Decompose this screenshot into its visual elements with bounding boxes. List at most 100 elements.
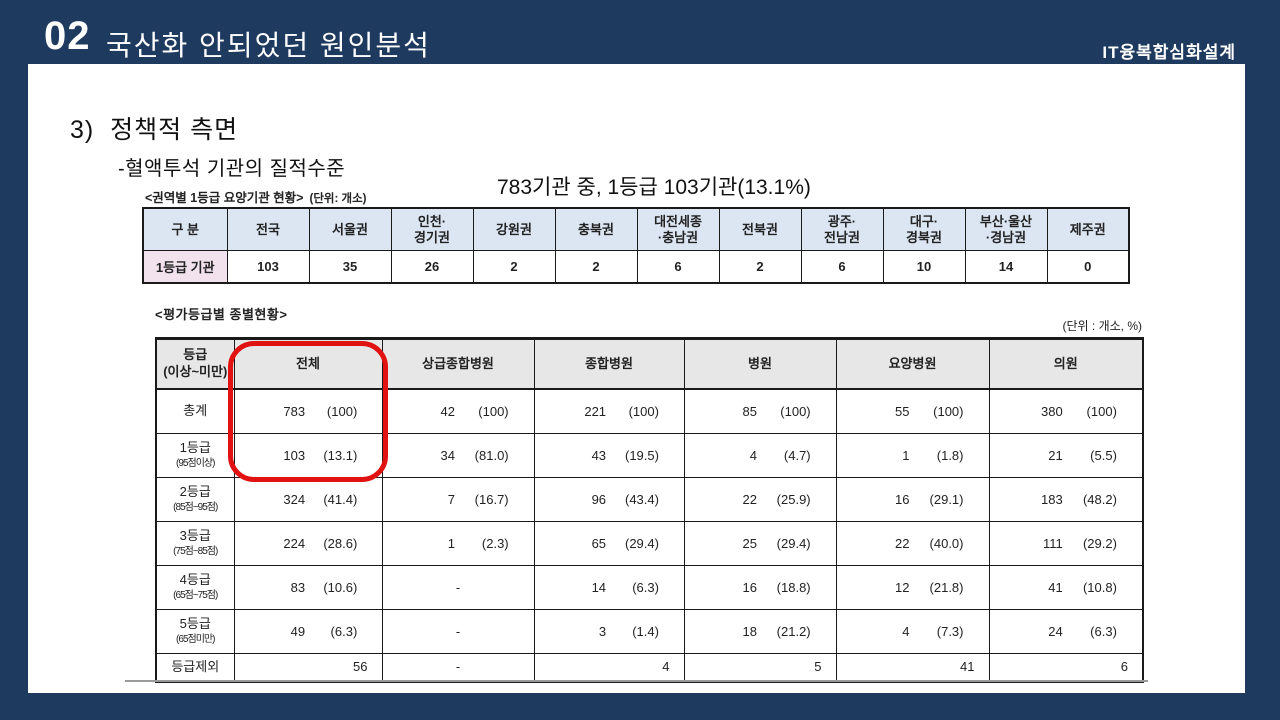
value-pair: 224 (28.6) xyxy=(236,536,381,551)
table-row: 총계 783 (100) 42 (100) 221 (100) 85 (100) 55 (100) 3… xyxy=(155,388,1144,434)
value-percent: (25.9) xyxy=(776,491,811,507)
value-percent: (1.8) xyxy=(936,447,964,463)
table2-value-cell: - xyxy=(381,564,535,610)
value-pair: 103 (13.1) xyxy=(236,448,381,463)
table2-value-cell: 7 (16.7) xyxy=(381,476,535,522)
table2-value-cell: 183 (48.2) xyxy=(988,476,1144,522)
value-percent: (29.2) xyxy=(1082,535,1117,551)
value-pair: 42 (100) xyxy=(384,404,533,419)
value-percent: (21.2) xyxy=(776,623,811,639)
table2-row-label: 2등급 (85점~95점) xyxy=(155,476,235,522)
value-count: 16 xyxy=(742,579,758,595)
table2-value-cell: 21 (5.5) xyxy=(988,432,1144,478)
table1-header-cell: 충북권 xyxy=(554,207,638,251)
value-percent: (19.5) xyxy=(624,447,659,463)
value-pair: 1 (2.3) xyxy=(384,536,533,551)
grade-by-type-table: 등급 (이상~미만) 전체 상급종합병원 종합병원 병원 요양병원 의원 총계 783 (100… xyxy=(155,337,1144,683)
table1-value-cell: 6 xyxy=(636,250,720,284)
table1-header-cell: 전북권 xyxy=(718,207,802,251)
table1-unit-label: (단위: 개소) xyxy=(309,193,367,205)
value-percent: (16.7) xyxy=(474,491,509,507)
table1-header-cell: 구 분 xyxy=(142,207,228,251)
value-pair: 16 (29.1) xyxy=(838,492,988,507)
table2-value-cell: 4 (7.3) xyxy=(835,608,990,654)
row-label-text: 1등급 xyxy=(179,440,211,456)
value-pair: 55 (100) xyxy=(838,404,988,419)
value-percent: (100) xyxy=(780,403,811,419)
table1-value-cell: 35 xyxy=(308,250,392,284)
value-count: 22 xyxy=(895,535,910,551)
value-count: 224 xyxy=(283,535,306,551)
value-percent: (100) xyxy=(326,403,358,419)
table-row: 1등급 (95점이상) 103 (13.1) 34 (81.0) 43 (19.5) 4 (4.7… xyxy=(155,432,1144,478)
table2-header-cell: 등급 (이상~미만) xyxy=(155,338,235,390)
table1-value-cell: 26 xyxy=(390,250,474,284)
annotation-summary: 783기관 중, 1등급 103기관(13.1%) xyxy=(497,176,811,199)
value-pair: 65 (29.4) xyxy=(536,536,683,551)
row-label-text: 3등급 xyxy=(179,528,211,544)
slide-title: 국산화 안되었던 원인분석 xyxy=(106,30,431,61)
value-count: 22 xyxy=(742,491,758,507)
table-row: 5등급 (65점미만) 49 (6.3) - 3 (1.4) 18 (21.2) 4 (7.3) 24… xyxy=(155,608,1144,654)
table-row: 4등급 (65점~75점) 83 (10.6) - 14 (6.3) 16 (18.8) 12 (2… xyxy=(155,564,1144,610)
value-count: 55 xyxy=(895,403,910,419)
table2-header-cell: 요양병원 xyxy=(835,338,990,390)
table2-value-cell: 25 (29.4) xyxy=(683,520,837,566)
value-count: 49 xyxy=(290,623,306,639)
value-count: 111 xyxy=(1042,535,1063,551)
table2-header-cell: 종합병원 xyxy=(533,338,685,390)
value-pair: 83 (10.6) xyxy=(236,580,381,595)
table2-value-cell: 41 xyxy=(835,652,990,682)
value-percent: (40.0) xyxy=(929,535,964,551)
table-header-row: 등급 (이상~미만) 전체 상급종합병원 종합병원 병원 요양병원 의원 xyxy=(155,338,1144,390)
value-percent: (100) xyxy=(1086,403,1117,419)
table2-value-cell: 1 (2.3) xyxy=(381,520,535,566)
table2-value-cell: 1 (1.8) xyxy=(835,432,990,478)
table2-value-cell: 380 (100) xyxy=(988,388,1144,434)
table2-value-cell: 3 (1.4) xyxy=(533,608,685,654)
table2-value-cell: 783 (100) xyxy=(233,388,383,434)
table2-caption: <평가등급별 종별현황> xyxy=(155,307,288,322)
value-count: 4 xyxy=(749,447,758,463)
value-pair: 14 (6.3) xyxy=(536,580,683,595)
table1-value-cell: 0 xyxy=(1046,250,1130,284)
table2-value-cell: 83 (10.6) xyxy=(233,564,383,610)
value-percent: (81.0) xyxy=(474,447,509,463)
table2-value-cell: 43 (19.5) xyxy=(533,432,685,478)
value-count: 21 xyxy=(1048,447,1063,463)
table1-value-cell: 2 xyxy=(472,250,556,284)
table2-row-label: 5등급 (65점미만) xyxy=(155,608,235,654)
value-count: 4 xyxy=(902,623,910,639)
table-header-row: 구 분 전국 서울권 인천· 경기권 강원권 충북권 대전세종 ·충남권 전북권 광주· 전남권… xyxy=(142,207,1130,251)
table2-unit-label: (단위 : 개소, %) xyxy=(1062,319,1143,333)
table-row: 1등급 기관 103 35 26 2 2 6 2 6 10 14 0 xyxy=(142,250,1130,284)
table2-header-cell: 전체 xyxy=(233,338,383,390)
value-percent: (6.3) xyxy=(330,623,358,639)
table1-header-cell: 부산·울산 ·경남권 xyxy=(964,207,1048,251)
table2-value-cell: 12 (21.8) xyxy=(835,564,990,610)
value-pair: 18 (21.2) xyxy=(686,624,835,639)
row-label-sublabel: (85점~95점) xyxy=(173,502,218,514)
table2-value-cell: 56 xyxy=(233,652,383,682)
value-pair: 7 (16.7) xyxy=(384,492,533,507)
table2-header-cell: 상급종합병원 xyxy=(381,338,535,390)
value-percent: (5.5) xyxy=(1090,447,1117,463)
table2-value-cell: - xyxy=(381,652,535,682)
table2-value-cell: - xyxy=(381,608,535,654)
value-percent: (6.3) xyxy=(632,579,659,595)
table2-value-cell: 4 xyxy=(533,652,685,682)
value-percent: (2.3) xyxy=(481,535,509,551)
course-label: IT융복합심화설계 xyxy=(1102,43,1236,62)
value-pair: 4 (4.7) xyxy=(686,448,835,463)
value-percent: (48.2) xyxy=(1082,491,1117,507)
table2-value-cell: 22 (40.0) xyxy=(835,520,990,566)
table1-header-cell: 대전세종 ·충남권 xyxy=(636,207,720,251)
row-label-text: 등급제외 xyxy=(171,658,220,674)
sub-heading: -혈액투석 기관의 질적수준 xyxy=(118,158,346,180)
value-pair: 85 (100) xyxy=(686,404,835,419)
value-percent: (100) xyxy=(628,403,659,419)
table2-value-cell: 16 (29.1) xyxy=(835,476,990,522)
value-count: 96 xyxy=(591,491,607,507)
table1-value-cell: 14 xyxy=(964,250,1048,284)
table2-value-cell: 41 (10.8) xyxy=(988,564,1144,610)
